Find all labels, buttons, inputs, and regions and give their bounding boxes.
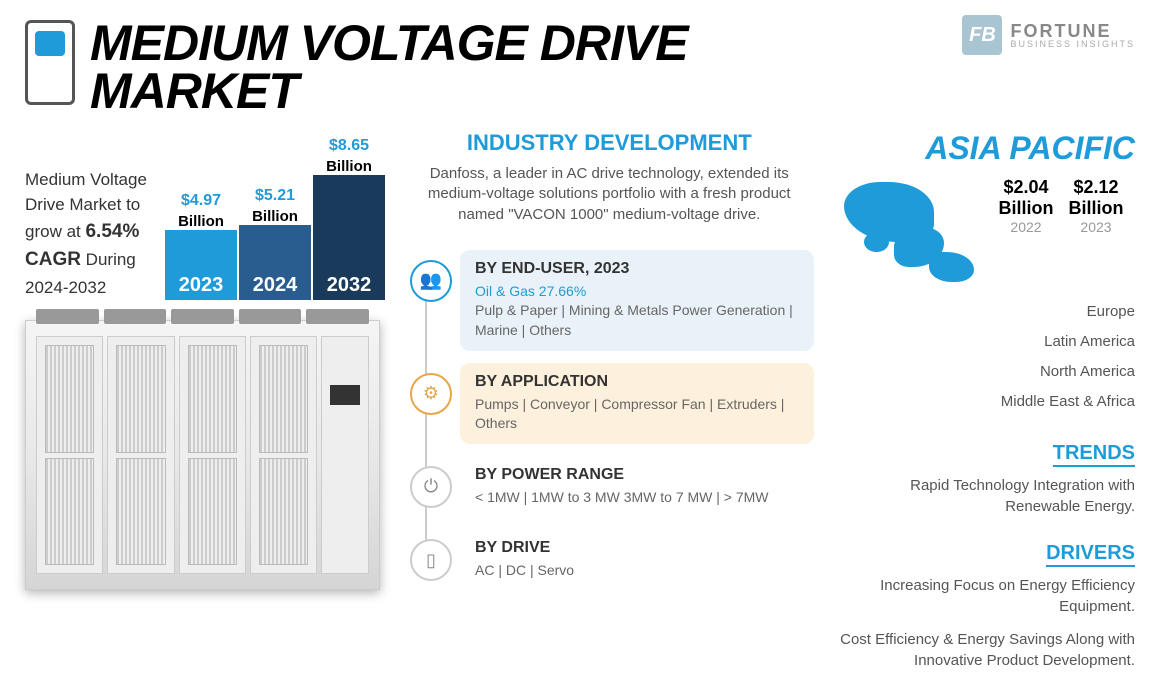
main-title-2: MARKET (90, 68, 688, 116)
segment-0: 👥BY END-USER, 2023Oil & Gas 27.66%Pulp &… (460, 250, 814, 351)
industry-text: Danfoss, a leader in AC drive technology… (405, 164, 814, 225)
logo-sub: BUSINESS INSIGHTS (1010, 40, 1135, 49)
segment-2: ⏻BY POWER RANGE< 1MW | 1MW to 3 MW 3MW t… (460, 456, 814, 518)
industry-title: INDUSTRY DEVELOPMENT (405, 130, 814, 156)
cagr-text: Medium Voltage Drive Market to grow at 6… (25, 167, 150, 301)
region-value-2022: $2.04Billion2022 (999, 177, 1054, 235)
trends-title: TRENDS (1053, 442, 1135, 467)
drive-icon (25, 20, 75, 105)
region-list: EuropeLatin AmericaNorth AmericaMiddle E… (834, 297, 1136, 417)
segment-icon: 👥 (410, 260, 452, 302)
logo-icon: FB (962, 15, 1002, 55)
bar-2024: $5.21Billion2024 (239, 187, 311, 300)
region-title: ASIA PACIFIC (834, 130, 1136, 167)
segment-icon: ⏻ (410, 466, 452, 508)
drivers-title: DRIVERS (1046, 542, 1135, 567)
segment-1: ⚙BY APPLICATIONPumps | Conveyor | Compre… (460, 363, 814, 444)
segments: 👥BY END-USER, 2023Oil & Gas 27.66%Pulp &… (405, 250, 814, 591)
region-value-2023: $2.12Billion2023 (1069, 177, 1124, 235)
bar-2032: $8.65Billion2032 (313, 137, 385, 300)
drivers-text-1: Increasing Focus on Energy Efficiency Eq… (834, 575, 1136, 617)
equipment-image (25, 320, 380, 590)
bar-chart: $4.97Billion2023$5.21Billion2024$8.65Bil… (165, 130, 385, 300)
segment-icon: ⚙ (410, 373, 452, 415)
logo-fortune: FORTUNE (1010, 22, 1135, 40)
asia-map-icon (834, 177, 984, 287)
bar-2023: $4.97Billion2023 (165, 192, 237, 300)
main-title-1: MEDIUM VOLTAGE DRIVE (90, 20, 688, 68)
segment-icon: ▯ (410, 539, 452, 581)
trends-text: Rapid Technology Integration with Renewa… (834, 475, 1136, 517)
segment-3: ▯BY DRIVEAC | DC | Servo (460, 529, 814, 591)
drivers-text-2: Cost Efficiency & Energy Savings Along w… (834, 629, 1136, 671)
brand-logo: FB FORTUNE BUSINESS INSIGHTS (962, 15, 1135, 55)
